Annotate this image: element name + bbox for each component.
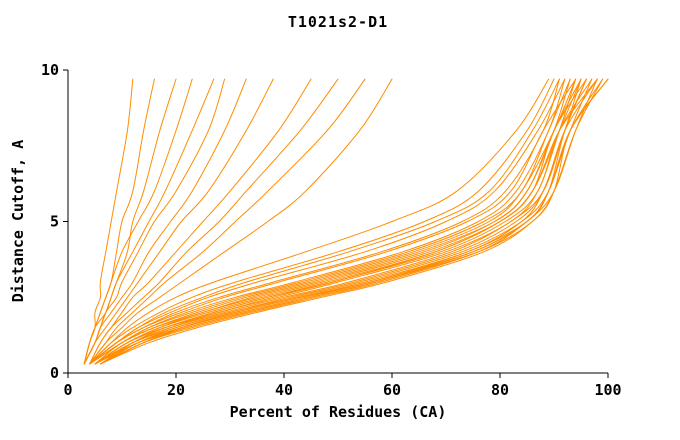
x-tick-label: 40 — [275, 381, 293, 399]
model-curve — [94, 78, 593, 365]
model-curve — [89, 78, 566, 365]
model-curve — [89, 78, 393, 365]
model-curve — [94, 78, 587, 365]
model-curve — [99, 78, 587, 365]
model-curve — [83, 78, 274, 365]
y-tick-label: 5 — [50, 213, 59, 231]
model-curve — [89, 78, 577, 365]
x-tick-label: 60 — [383, 381, 401, 399]
model-curve — [99, 78, 604, 365]
x-tick-label: 0 — [63, 381, 72, 399]
model-curve — [94, 78, 582, 365]
model-curve — [83, 78, 155, 365]
model-curve — [89, 78, 560, 365]
model-curve — [94, 78, 609, 365]
model-curve — [89, 78, 566, 365]
model-curve — [83, 78, 177, 365]
x-tick-label: 100 — [594, 381, 621, 399]
model-curve — [89, 78, 366, 365]
model-curve — [89, 78, 550, 365]
chart-title: T1021s2-D1 — [287, 13, 389, 31]
x-tick-label: 20 — [167, 381, 185, 399]
model-curve — [89, 78, 312, 365]
model-curve — [83, 78, 134, 365]
y-tick-label: 0 — [50, 364, 59, 382]
x-tick-label: 80 — [491, 381, 509, 399]
model-curve — [94, 78, 587, 365]
model-curve — [89, 78, 555, 365]
model-curve — [94, 78, 582, 365]
model-curve — [89, 78, 571, 365]
model-curve — [99, 78, 598, 365]
y-tick-label: 10 — [41, 61, 59, 79]
model-curve — [89, 78, 339, 365]
x-axis-label: Percent of Residues (CA) — [229, 403, 447, 421]
model-curve — [99, 78, 598, 365]
